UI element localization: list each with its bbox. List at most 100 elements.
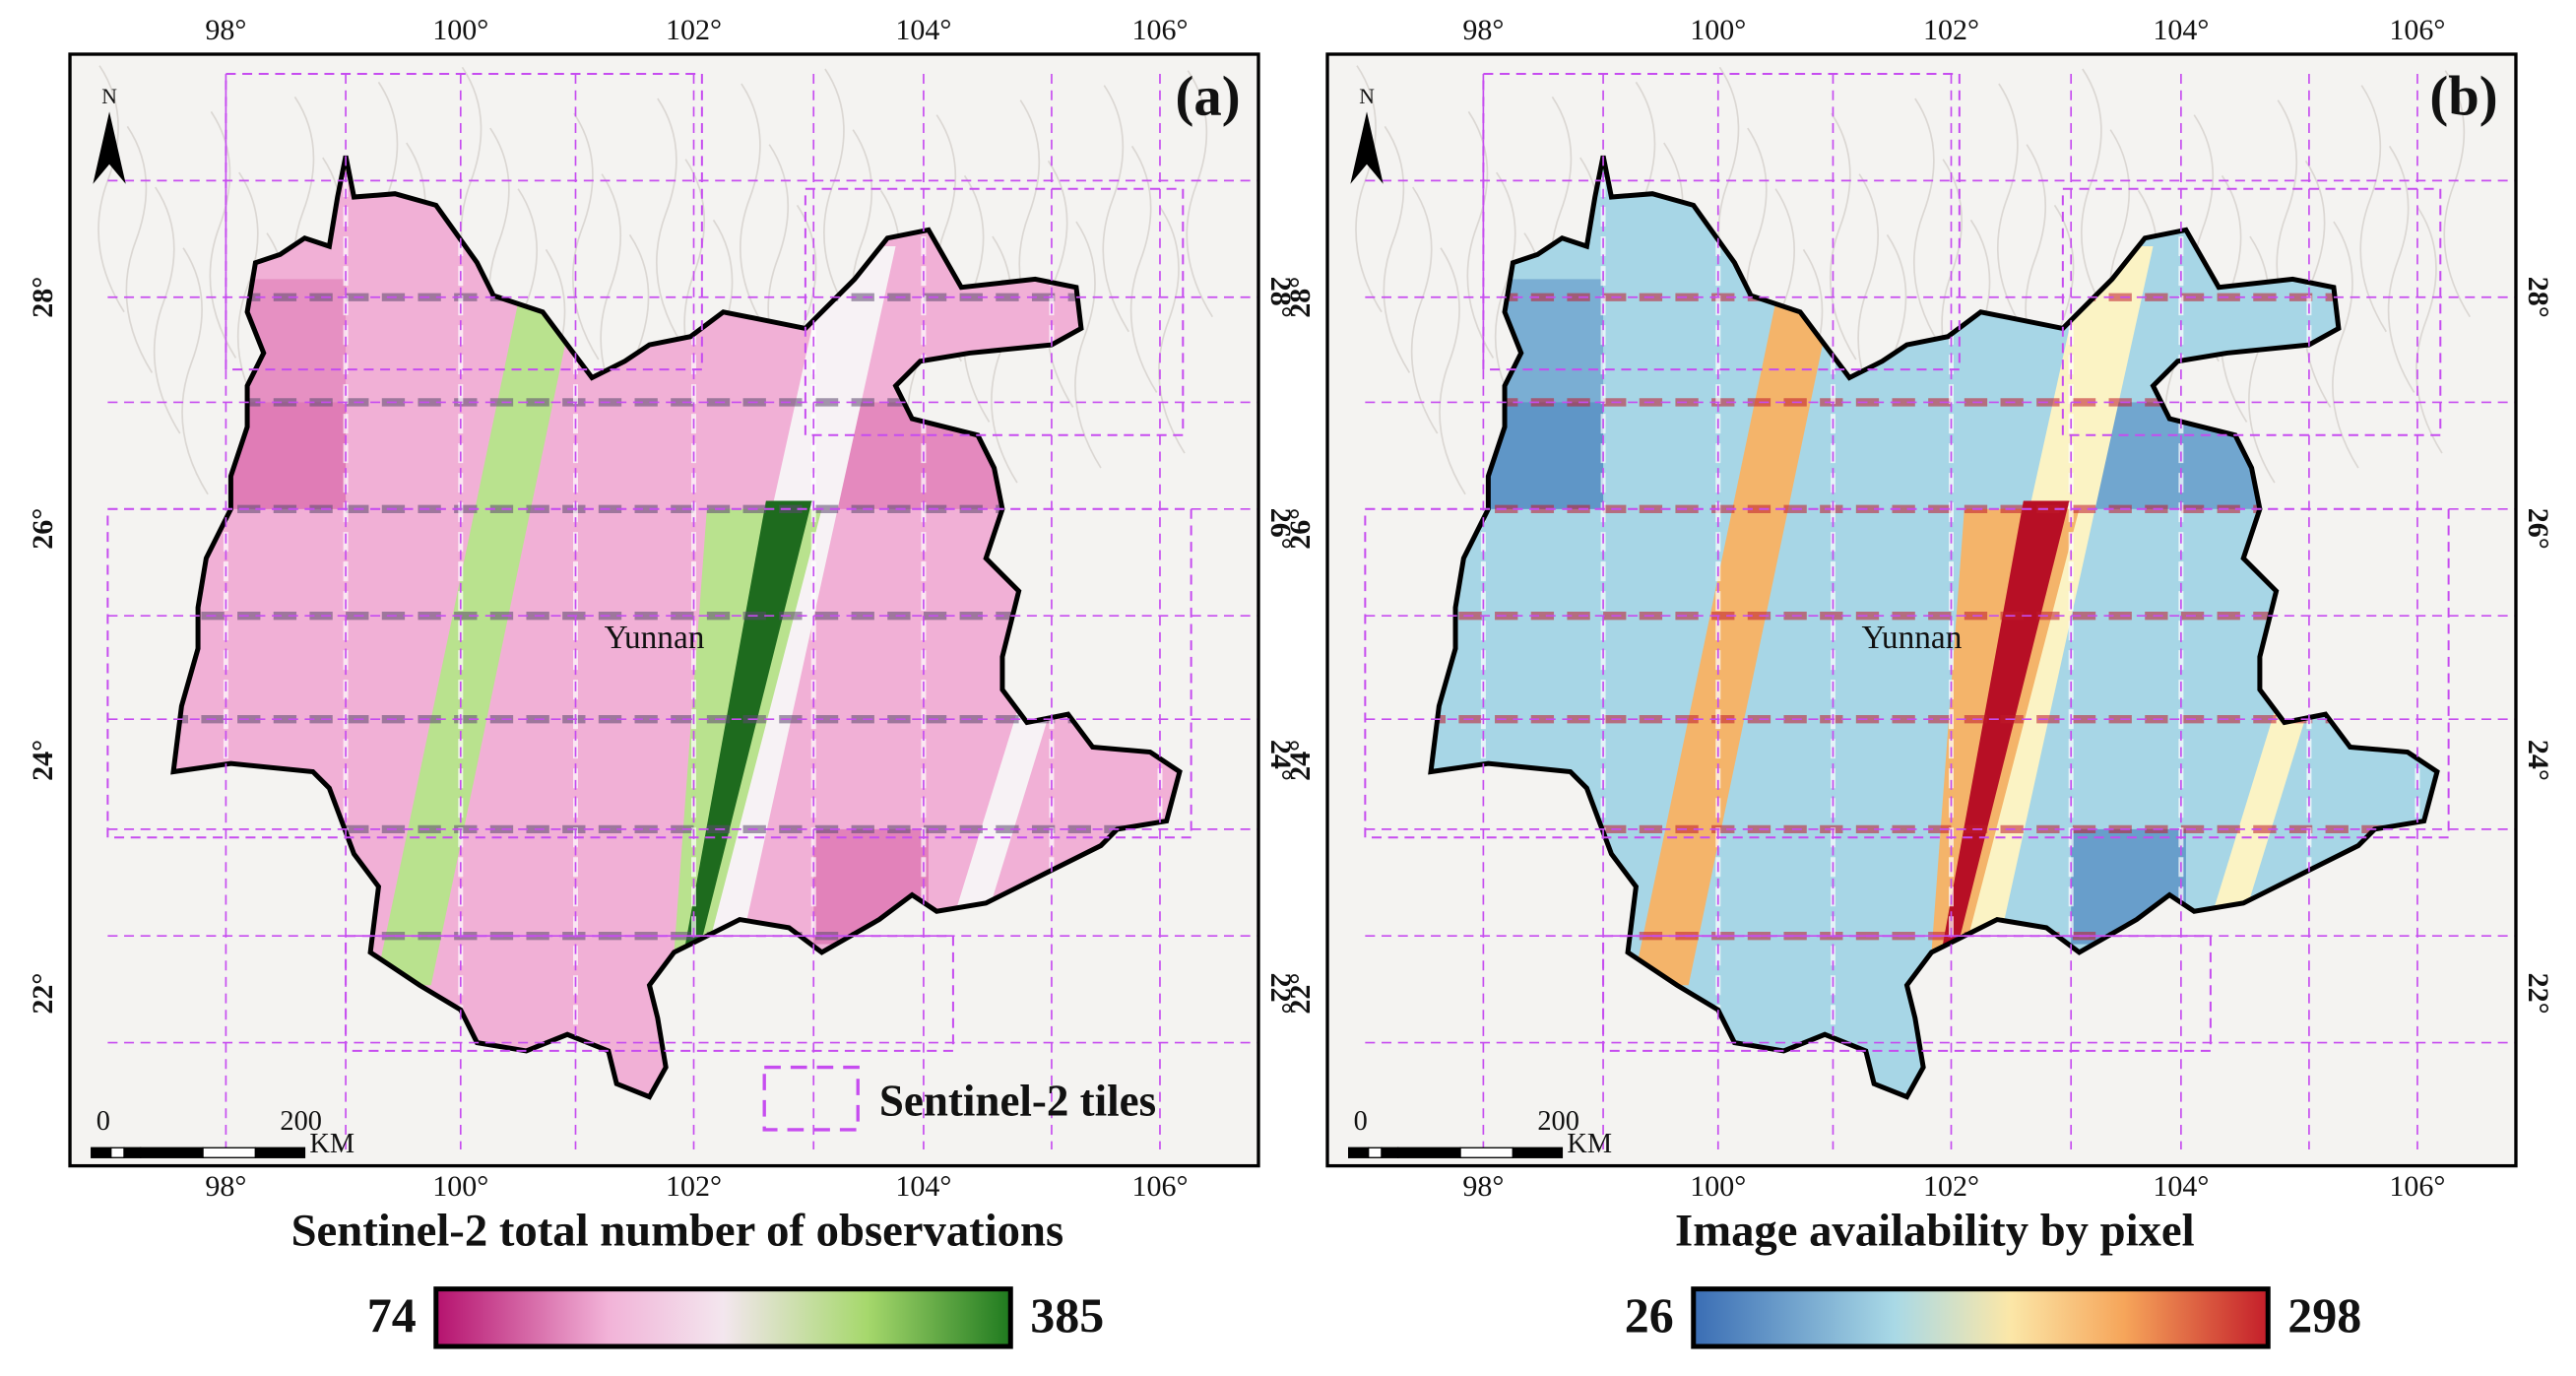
swath	[1633, 279, 1836, 986]
lat-tick-label: 28°	[27, 277, 59, 318]
terrain	[1074, 221, 1102, 469]
lon-tick-label: 104°	[895, 14, 951, 46]
scale-label: 200	[1537, 1106, 1579, 1137]
scale-bar	[1459, 1147, 1514, 1158]
lon-tick-label: 98°	[205, 14, 246, 46]
terrain	[1158, 206, 1186, 454]
scale-bar	[1397, 1147, 1461, 1158]
lat-tick-label: 22°	[2522, 973, 2554, 1015]
colorbar-min: 26	[1625, 1287, 1674, 1343]
swath	[375, 279, 579, 986]
terrain	[181, 247, 209, 495]
lat-tick-label: 28°	[1284, 277, 1317, 318]
scale-label: KM	[309, 1129, 354, 1159]
terrain	[1355, 65, 1383, 313]
scale-bar	[123, 1147, 142, 1158]
lon-tick-label: 106°	[2389, 14, 2445, 46]
lon-tick-label: 104°	[2153, 1170, 2209, 1203]
scale-label: 0	[97, 1106, 110, 1137]
tile-grid	[804, 187, 1185, 436]
legend-label: Sentinel-2 tiles	[879, 1076, 1156, 1125]
scale-label: 200	[280, 1106, 322, 1137]
terrain	[2332, 221, 2359, 469]
lon-tick-label: 102°	[666, 1170, 722, 1203]
north-arrow	[1350, 111, 1384, 184]
scale-bar	[91, 1147, 112, 1158]
terrain	[2415, 206, 2443, 454]
lon-tick-label: 100°	[1690, 1170, 1746, 1203]
terrain	[1439, 247, 1466, 495]
terrain	[2080, 68, 2108, 316]
panel-label: (a)	[1176, 65, 1241, 127]
colorbar	[1691, 1286, 2271, 1349]
scale-bar	[202, 1147, 257, 1158]
colorbar-max: 385	[1030, 1287, 1104, 1343]
scale-bar	[254, 1147, 306, 1158]
lon-tick-label: 104°	[895, 1170, 951, 1203]
terrain	[125, 125, 154, 373]
terrain	[1046, 160, 1074, 408]
lat-tick-label: 24°	[1264, 740, 1297, 781]
lon-tick-label: 100°	[1690, 14, 1746, 46]
scale-label: KM	[1567, 1129, 1612, 1159]
swath	[952, 705, 1052, 920]
lon-tick-label: 102°	[1923, 14, 1979, 46]
terrain	[1829, 112, 1857, 360]
lat-tick-label: 28°	[2522, 277, 2554, 318]
colorbar-max: 298	[2287, 1287, 2361, 1343]
terrain	[236, 171, 265, 420]
terrain	[571, 112, 600, 360]
scale-label: 0	[1354, 1106, 1368, 1137]
terrain	[739, 83, 767, 331]
terrain	[2387, 145, 2415, 393]
lon-tick-label: 106°	[2389, 1170, 2445, 1203]
scale-bar	[1348, 1147, 1370, 1158]
terrain	[1102, 85, 1130, 333]
region-label: Yunnan	[605, 620, 705, 656]
terrain	[97, 65, 125, 313]
terrain	[2359, 85, 2387, 333]
lon-tick-label: 102°	[1923, 1170, 1979, 1203]
terrain	[1996, 83, 2025, 331]
map-panel: 98° 98° 100° 100° 102° 102° 104° 104° 106° 106° 28…	[27, 14, 1297, 1349]
terrain	[1129, 145, 1158, 393]
lat-tick-label: 26°	[1284, 508, 1317, 550]
swath	[2210, 705, 2309, 920]
colorbar-title: Sentinel-2 total number of observations	[291, 1205, 1064, 1256]
map-frame	[68, 52, 1260, 1168]
map-frame	[1325, 52, 2518, 1168]
terrain	[655, 98, 683, 346]
scale-bar	[110, 1147, 125, 1158]
lat-tick-label: 26°	[27, 508, 59, 550]
lon-tick-label: 106°	[1131, 14, 1188, 46]
lat-tick-label: 22°	[1284, 973, 1317, 1015]
colorbar	[433, 1286, 1013, 1349]
lat-tick-label: 26°	[2522, 508, 2554, 550]
terrain	[1494, 171, 1522, 420]
lat-tick-label: 24°	[1284, 740, 1317, 781]
terrain	[2443, 70, 2471, 318]
region-label: Yunnan	[1862, 620, 1963, 656]
north-label: N	[101, 85, 117, 108]
colorbar-title: Image availability by pixel	[1675, 1205, 2195, 1256]
lon-tick-label: 106°	[1131, 1170, 1188, 1203]
scale-bar	[140, 1147, 204, 1158]
scale-bar	[1381, 1147, 1399, 1158]
lat-tick-label: 26°	[1264, 508, 1297, 550]
lon-tick-label: 104°	[2153, 14, 2209, 46]
panel-label: (b)	[2429, 65, 2497, 127]
map-panel: 98° 98° 100° 100° 102° 102° 104° 104° 106° 106° 28…	[1284, 14, 2554, 1349]
north-arrow	[93, 111, 126, 184]
lon-tick-label: 102°	[666, 14, 722, 46]
terrain	[1383, 125, 1411, 373]
terrain	[153, 186, 181, 434]
terrain	[1912, 98, 1941, 346]
lat-tick-label: 22°	[27, 973, 59, 1015]
tile-grid	[2061, 187, 2442, 436]
lat-tick-label: 24°	[2522, 740, 2554, 781]
scale-bar	[1512, 1147, 1564, 1158]
lon-tick-label: 100°	[432, 1170, 488, 1203]
scale-bar	[1368, 1147, 1383, 1158]
